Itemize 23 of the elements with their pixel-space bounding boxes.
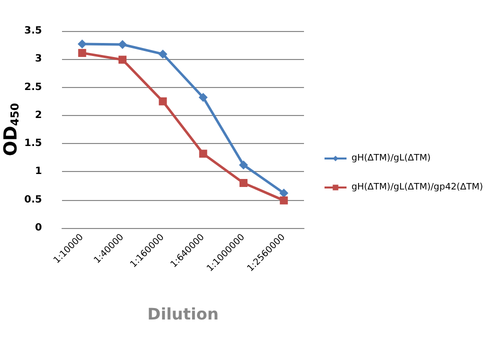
point bbox=[158, 50, 168, 59]
y-tick-label: 3 bbox=[35, 54, 42, 65]
point bbox=[118, 40, 127, 50]
y-tick-label: 0.5 bbox=[24, 194, 42, 206]
point bbox=[280, 196, 288, 204]
point bbox=[158, 97, 167, 106]
y-tick-label: 3.5 bbox=[24, 26, 42, 36]
y-tick-label: 1 bbox=[35, 166, 42, 178]
legend-label: gH(ΔTM)/gL(ΔTM)/gp42(ΔTM) bbox=[352, 182, 484, 192]
point bbox=[78, 48, 86, 57]
y-tick-label: 0 bbox=[35, 222, 42, 234]
x-axis-title: Dilution bbox=[147, 304, 219, 324]
point bbox=[240, 178, 248, 187]
point bbox=[118, 56, 126, 64]
legend-label: gH(ΔTM)/gL(ΔTM) bbox=[352, 154, 431, 164]
y-tick-label: 2.5 bbox=[24, 82, 42, 93]
point bbox=[239, 160, 248, 170]
point bbox=[198, 92, 208, 102]
point bbox=[199, 150, 208, 158]
point bbox=[78, 39, 87, 48]
y-tick-label: 2 bbox=[35, 110, 42, 121]
y-tick-label: 1.5 bbox=[24, 138, 42, 150]
y-axis-title: OD450 bbox=[0, 102, 22, 156]
